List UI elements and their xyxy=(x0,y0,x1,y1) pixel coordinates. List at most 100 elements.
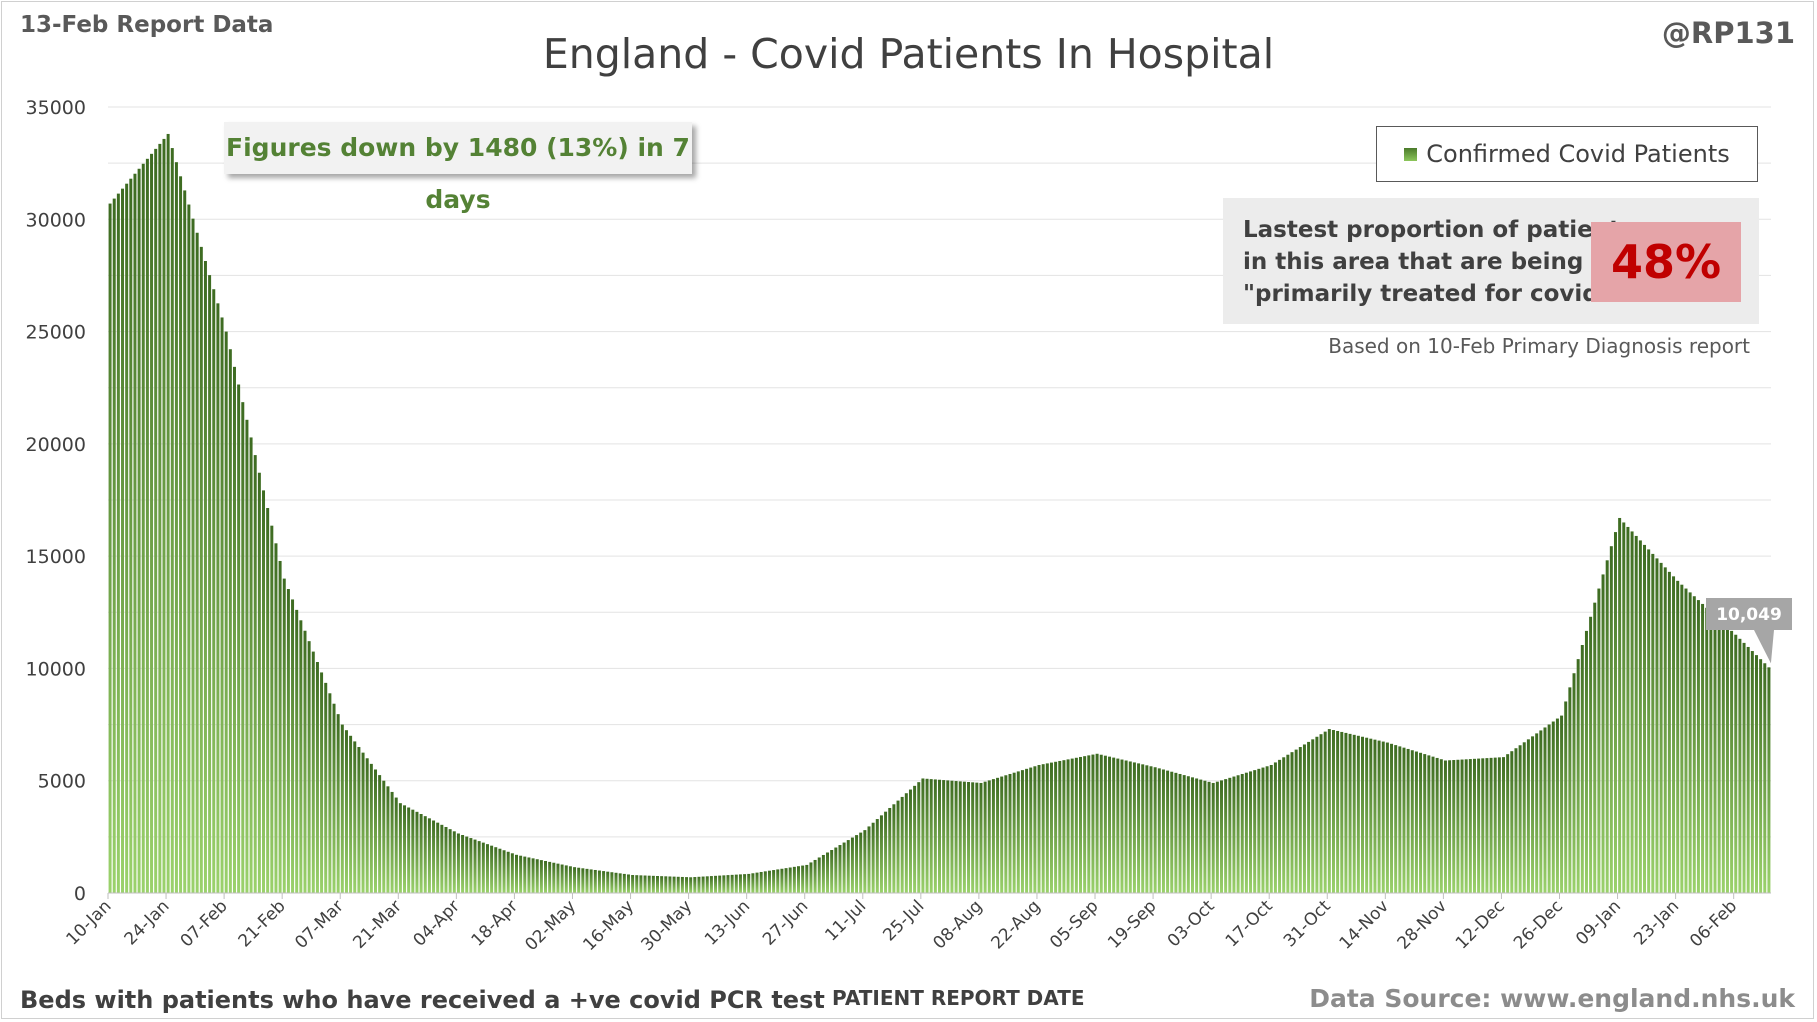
bar xyxy=(278,560,282,893)
y-tick-label: 10000 xyxy=(26,658,86,680)
bar xyxy=(382,780,386,893)
bar xyxy=(1560,715,1564,893)
bar xyxy=(618,873,622,893)
bar xyxy=(946,780,950,893)
bar xyxy=(158,143,162,893)
bar xyxy=(1170,771,1174,893)
bar xyxy=(1576,659,1580,893)
bar xyxy=(303,630,307,893)
bar xyxy=(1634,535,1638,893)
bar xyxy=(1655,558,1659,893)
bar xyxy=(788,867,792,893)
bar xyxy=(643,875,647,893)
bar xyxy=(996,777,1000,893)
bar xyxy=(1506,754,1510,893)
bar xyxy=(1622,522,1626,893)
bar xyxy=(544,861,548,893)
bar xyxy=(1149,766,1153,893)
bar xyxy=(917,782,921,893)
bar xyxy=(349,735,353,893)
bar xyxy=(875,819,879,893)
bar xyxy=(1514,748,1518,893)
bar xyxy=(1713,615,1717,893)
bar xyxy=(962,781,966,893)
bar xyxy=(1041,764,1045,893)
bar xyxy=(1215,781,1219,893)
bar xyxy=(519,855,523,893)
bar xyxy=(1020,770,1024,893)
last-value-label: 10,049 xyxy=(1716,605,1782,625)
x-tick-label: 07-Feb xyxy=(177,896,232,951)
bar xyxy=(900,796,904,893)
bar xyxy=(975,782,979,893)
bar xyxy=(971,782,975,893)
x-tick-label: 21-Mar xyxy=(349,896,405,952)
bar xyxy=(1008,773,1012,893)
bar xyxy=(676,876,680,893)
bar xyxy=(1369,738,1373,893)
bar xyxy=(1613,532,1617,893)
proportion-note: Based on 10-Feb Primary Diagnosis report xyxy=(1328,334,1750,358)
bar xyxy=(336,714,340,893)
bar xyxy=(539,860,543,893)
bar xyxy=(685,877,689,893)
bar xyxy=(369,763,373,893)
bar xyxy=(1647,549,1651,893)
bar xyxy=(1070,758,1074,893)
change-callout: Figures down by 1480 (13%) in 7 days xyxy=(224,122,692,214)
bar xyxy=(1759,659,1763,893)
bar xyxy=(626,874,630,893)
bar xyxy=(1257,768,1261,893)
bar xyxy=(709,876,713,893)
bar xyxy=(1336,730,1340,893)
bar xyxy=(668,876,672,893)
bar xyxy=(1485,758,1489,893)
bar xyxy=(1352,734,1356,893)
bar xyxy=(166,133,170,893)
y-tick-label: 0 xyxy=(74,883,86,905)
bar xyxy=(1597,588,1601,893)
author-handle: @RP131 xyxy=(1661,16,1795,50)
proportion-panel: Lastest proportion of patients in this a… xyxy=(1223,198,1759,324)
bar xyxy=(282,578,286,893)
bar xyxy=(1676,580,1680,893)
proportion-line-3: "primarily treated for covid". xyxy=(1243,281,1620,307)
bar xyxy=(734,874,738,893)
bar xyxy=(1630,531,1634,893)
bar xyxy=(245,419,249,893)
bar xyxy=(432,820,436,893)
bar xyxy=(461,835,465,893)
bar xyxy=(1116,758,1120,893)
bar xyxy=(1099,754,1103,893)
bar xyxy=(398,803,402,893)
bar xyxy=(1004,775,1008,893)
bar xyxy=(755,872,759,893)
bar xyxy=(1767,667,1771,893)
bar xyxy=(195,232,199,893)
bar xyxy=(929,779,933,893)
bar xyxy=(1108,756,1112,893)
bar xyxy=(1410,750,1414,893)
bar xyxy=(1079,756,1082,893)
bar xyxy=(1228,777,1232,893)
bar xyxy=(1049,762,1053,893)
bar xyxy=(1448,760,1452,893)
bar xyxy=(129,178,133,893)
x-tick-label: 28-Nov xyxy=(1394,896,1451,953)
bar xyxy=(1087,755,1091,893)
bar xyxy=(1340,731,1344,893)
report-date: 13-Feb Report Data xyxy=(20,12,274,38)
bar xyxy=(867,826,871,893)
bar xyxy=(1294,749,1298,893)
bar xyxy=(465,836,469,893)
bar xyxy=(249,437,253,893)
bar xyxy=(299,620,303,893)
x-tick-label: 12-Dec xyxy=(1452,896,1509,953)
bar xyxy=(291,599,295,893)
x-tick-label: 26-Dec xyxy=(1510,896,1567,953)
bar xyxy=(585,868,589,893)
bar xyxy=(220,317,224,894)
bar xyxy=(826,852,830,893)
x-tick-label: 04-Apr xyxy=(410,896,464,950)
bar xyxy=(855,835,859,893)
